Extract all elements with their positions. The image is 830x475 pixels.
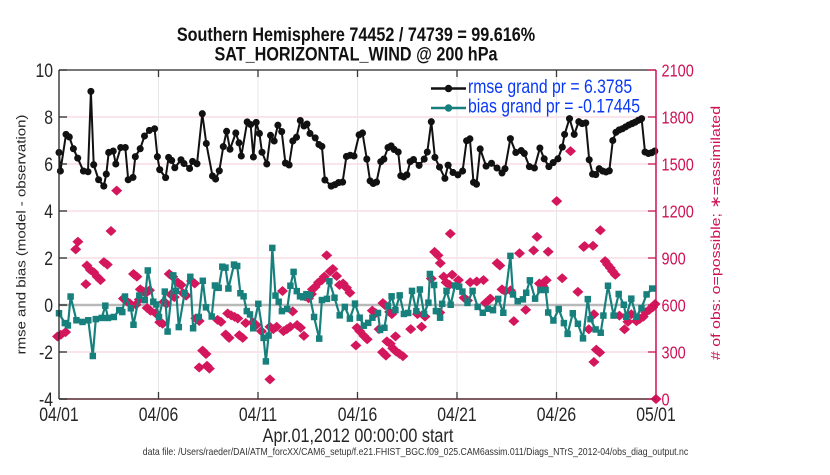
svg-text:Apr.01,2012 00:00:00 start: Apr.01,2012 00:00:00 start [263,425,454,447]
svg-text:SAT_HORIZONTAL_WIND @ 200 hPa: SAT_HORIZONTAL_WIND @ 200 hPa [215,43,499,65]
svg-text:Southern Hemisphere 74452 / 74: Southern Hemisphere 74452 / 74739 = 99.6… [177,24,535,46]
svg-text:04/26: 04/26 [537,404,576,426]
svg-text:04/21: 04/21 [437,404,476,426]
svg-text:-2: -2 [39,342,53,364]
svg-text:600: 600 [662,296,686,316]
svg-text:0: 0 [44,295,53,317]
svg-text:# of obs: o=possible; ∗=assimi: # of obs: o=possible; ∗=assimilated [709,106,723,360]
svg-text:05/01: 05/01 [636,404,675,426]
svg-text:8: 8 [44,107,53,129]
svg-text:-4: -4 [39,389,53,411]
svg-text:6: 6 [44,154,53,176]
svg-text:04/11: 04/11 [239,404,277,426]
svg-text:bias grand pr = -0.17445: bias grand pr = -0.17445 [468,95,640,117]
svg-text:04/16: 04/16 [338,404,377,426]
svg-text:rmse grand pr = 6.3785: rmse grand pr = 6.3785 [468,76,632,98]
svg-text:data file: /Users/raeder/DAI/A: data file: /Users/raeder/DAI/ATM_forcXX/… [143,446,689,458]
svg-text:1800: 1800 [662,108,694,128]
svg-text:2100: 2100 [662,61,694,81]
svg-text:04/01: 04/01 [39,404,78,426]
svg-text:10: 10 [35,60,53,82]
svg-text:900: 900 [662,249,686,269]
svg-text:1500: 1500 [662,155,694,175]
svg-text:2: 2 [44,248,53,270]
svg-text:04/06: 04/06 [139,404,178,426]
svg-text:1200: 1200 [662,202,694,222]
svg-text:300: 300 [662,343,686,363]
svg-text:0: 0 [662,390,670,410]
svg-text:4: 4 [44,201,53,223]
svg-text:rmse and bias (model - observa: rmse and bias (model - observation) [15,115,29,355]
